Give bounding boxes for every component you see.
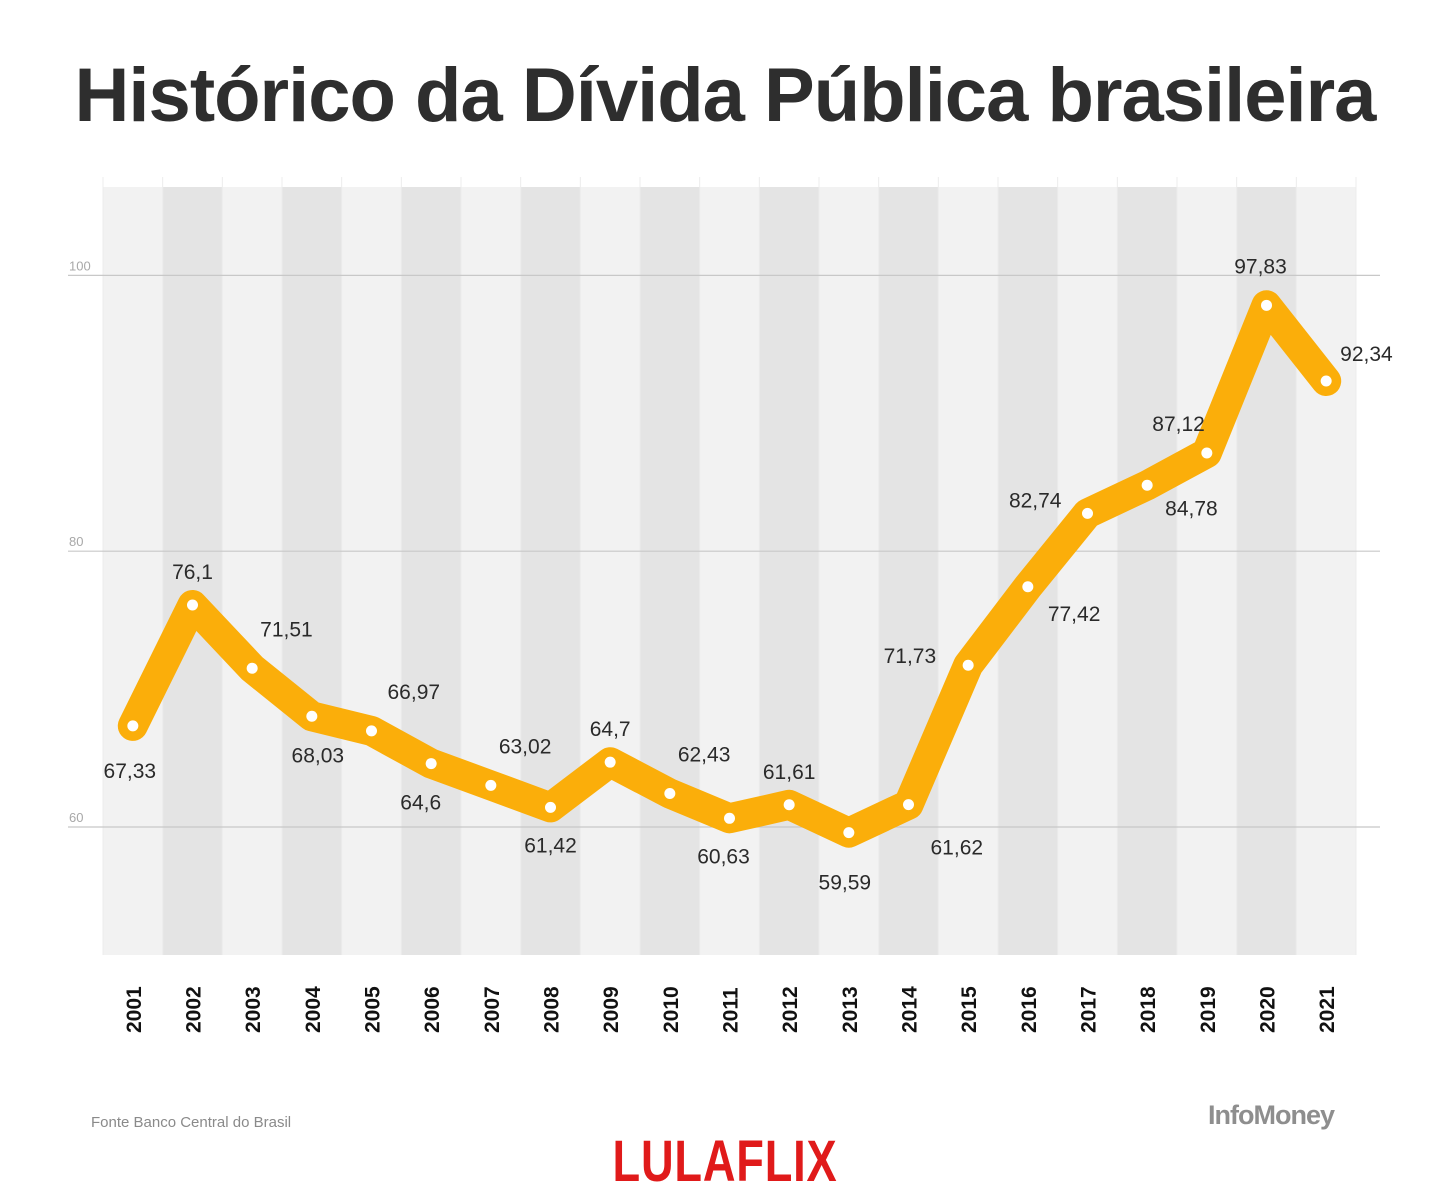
data-point-2003 — [246, 662, 258, 674]
y-tick-label: 100 — [69, 258, 91, 273]
data-label-2001: 67,33 — [104, 760, 157, 783]
data-label-2018: 84,78 — [1165, 497, 1218, 520]
data-label-2009: 64,7 — [590, 718, 631, 741]
x-tick-label: 2009 — [600, 986, 623, 1033]
data-label-2005: 66,97 — [388, 681, 441, 704]
column-band — [1117, 187, 1177, 955]
data-label-2011: 60,63 — [697, 845, 750, 868]
x-tick-label: 2020 — [1257, 986, 1280, 1033]
data-label-2015: 71,73 — [884, 645, 937, 668]
x-tick-label: 2014 — [899, 986, 922, 1033]
data-point-2008 — [545, 801, 556, 813]
x-tick-label: 2010 — [660, 986, 683, 1033]
y-tick-label: 60 — [69, 810, 83, 825]
data-point-2016 — [1022, 581, 1034, 593]
x-tick-label: 2008 — [541, 986, 564, 1033]
data-label-2016: 77,42 — [1048, 603, 1101, 626]
data-point-2020 — [1261, 299, 1272, 311]
data-point-2018 — [1141, 479, 1153, 491]
column-bands — [102, 177, 1357, 955]
data-point-2019 — [1201, 447, 1213, 459]
x-tick-label: 2019 — [1197, 986, 1220, 1033]
column-band — [103, 187, 163, 955]
data-point-2001 — [127, 720, 139, 732]
x-tick-label: 2018 — [1137, 986, 1160, 1033]
data-label-2004: 68,03 — [292, 744, 345, 767]
data-label-2020: 97,83 — [1234, 255, 1287, 278]
column-band — [1296, 187, 1356, 955]
data-point-2006 — [425, 758, 437, 770]
column-band — [640, 187, 700, 955]
data-markers — [127, 299, 1332, 839]
x-tick-label: 2017 — [1078, 986, 1101, 1033]
column-band — [759, 187, 819, 955]
column-band — [878, 187, 939, 955]
x-tick-label: 2005 — [362, 986, 385, 1033]
data-label-2017: 82,74 — [1009, 489, 1062, 512]
data-point-2014 — [903, 799, 914, 811]
data-point-2005 — [366, 725, 377, 737]
x-tick-label: 2011 — [720, 987, 743, 1033]
column-band — [282, 187, 342, 955]
data-point-2010 — [664, 787, 676, 799]
x-tick-label: 2013 — [839, 986, 862, 1033]
data-point-2004 — [306, 710, 318, 722]
y-axis-ticks: 60 80 100 — [69, 258, 91, 825]
data-label-2012: 61,61 — [763, 761, 816, 784]
data-label-2021: 92,34 — [1340, 343, 1393, 366]
data-point-2011 — [724, 812, 735, 824]
x-tick-label: 2001 — [123, 986, 146, 1033]
chart-title: Histórico da Dívida Pública brasileira — [74, 53, 1377, 138]
data-point-2007 — [485, 779, 497, 791]
column-band — [1057, 187, 1118, 955]
data-point-2015 — [962, 659, 974, 671]
x-tick-label: 2002 — [183, 986, 206, 1033]
x-tick-label: 2012 — [779, 986, 802, 1033]
x-tick-label: 2004 — [302, 986, 325, 1033]
data-label-2008: 61,42 — [524, 834, 577, 857]
data-label-2006: 64,6 — [400, 792, 441, 815]
data-label-2014: 61,62 — [931, 837, 984, 860]
y-tick-label: 80 — [69, 534, 83, 549]
data-label-2002: 76,1 — [172, 561, 213, 584]
column-band — [341, 187, 402, 955]
infomoney-logo: InfoMoney — [1208, 1100, 1335, 1130]
data-label-2003: 71,51 — [260, 618, 313, 641]
data-labels: 67,33 76,1 71,51 68,03 66,97 64,6 63,02 61,42 64… — [104, 255, 1393, 894]
data-label-2019: 87,12 — [1152, 413, 1205, 436]
data-point-2002 — [187, 599, 198, 611]
data-point-2013 — [843, 827, 855, 839]
x-axis-labels: 2001 2002 2003 2004 2005 2006 2007 2008 2009 2010… — [123, 986, 1339, 1033]
column-band — [401, 187, 461, 955]
column-band — [222, 187, 282, 955]
x-tick-label: 2003 — [242, 986, 265, 1033]
x-tick-label: 2006 — [421, 986, 444, 1033]
lulaflix-watermark: LULAFLIX — [612, 1129, 838, 1194]
data-label-2007: 63,02 — [499, 735, 552, 758]
column-band — [580, 187, 640, 955]
data-point-2017 — [1082, 507, 1093, 519]
x-tick-label: 2016 — [1018, 986, 1041, 1033]
x-tick-label: 2007 — [481, 986, 504, 1033]
column-band — [1177, 187, 1237, 955]
data-point-2021 — [1320, 375, 1332, 387]
column-band — [699, 187, 760, 955]
source-note: Fonte Banco Central do Brasil — [91, 1114, 292, 1131]
data-point-2012 — [783, 799, 795, 811]
x-tick-label: 2021 — [1316, 986, 1339, 1033]
column-band — [461, 187, 521, 955]
x-tick-label: 2015 — [958, 986, 981, 1033]
data-label-2013: 59,59 — [819, 872, 872, 895]
data-label-2010: 62,43 — [678, 743, 731, 766]
data-point-2009 — [604, 756, 616, 768]
